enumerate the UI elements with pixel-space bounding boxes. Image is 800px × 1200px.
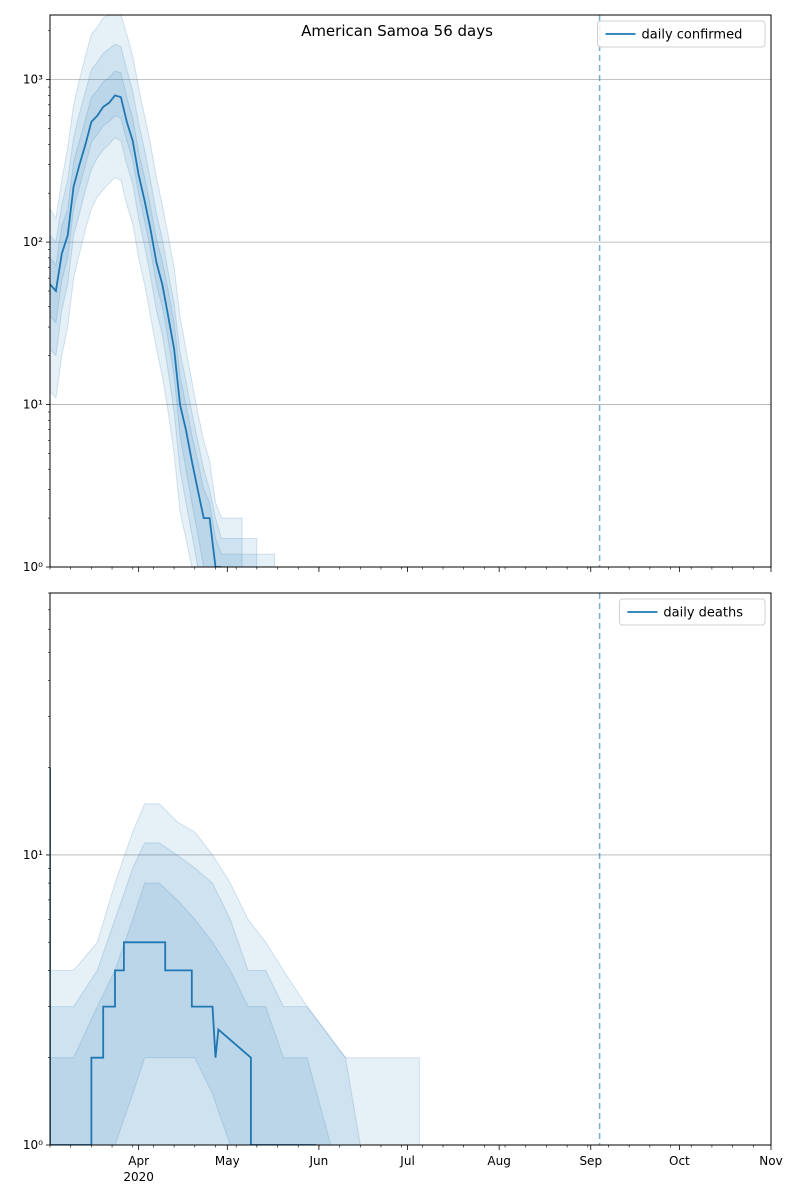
plot-area — [50, 15, 276, 567]
plot-frame — [49, 592, 772, 1146]
y-tick-label: 10⁰ — [23, 560, 43, 574]
y-tick-label: 10² — [23, 235, 43, 249]
figure-title: American Samoa 56 days — [301, 22, 493, 40]
confirmed-panel: 10⁰ 10¹ 10² 10³ daily confirmed — [23, 14, 772, 574]
series-line — [50, 94, 222, 567]
confidence-band — [50, 882, 332, 1145]
x-tick-label: Jul — [399, 1154, 414, 1168]
confidence-band — [50, 70, 276, 567]
confidence-band — [50, 43, 258, 567]
x-tick-label: Oct — [669, 1154, 690, 1168]
x-tick-label: Nov — [759, 1154, 782, 1168]
confidence-band — [50, 803, 420, 1145]
x-tick-label: Apr — [128, 1154, 149, 1168]
legend-box — [618, 598, 766, 626]
legend-box — [597, 20, 766, 48]
x-tick-label: May — [215, 1154, 240, 1168]
y-tick-label: 10⁰ — [23, 1138, 43, 1152]
y-tick-label: 10³ — [23, 73, 43, 87]
y-tick-label: 10¹ — [23, 398, 43, 412]
confidence-band — [50, 15, 243, 567]
series-line — [50, 767, 316, 1145]
y-tick-label: 10¹ — [23, 848, 43, 862]
deaths-panel: 10⁰ 10¹ Apr 2020 May Jun Jul Aug Sep Oct Nov daily … — [23, 592, 783, 1184]
x-tick-label: Aug — [487, 1154, 510, 1168]
x-tick-label: Jun — [309, 1154, 329, 1168]
x-tick-label: Sep — [579, 1154, 602, 1168]
legend-label: daily deaths — [663, 606, 743, 621]
x-tick-sublabel: 2020 — [123, 1170, 154, 1184]
confidence-band — [50, 842, 361, 1145]
legend-label: daily confirmed — [642, 28, 743, 43]
plot-area — [50, 767, 420, 1145]
